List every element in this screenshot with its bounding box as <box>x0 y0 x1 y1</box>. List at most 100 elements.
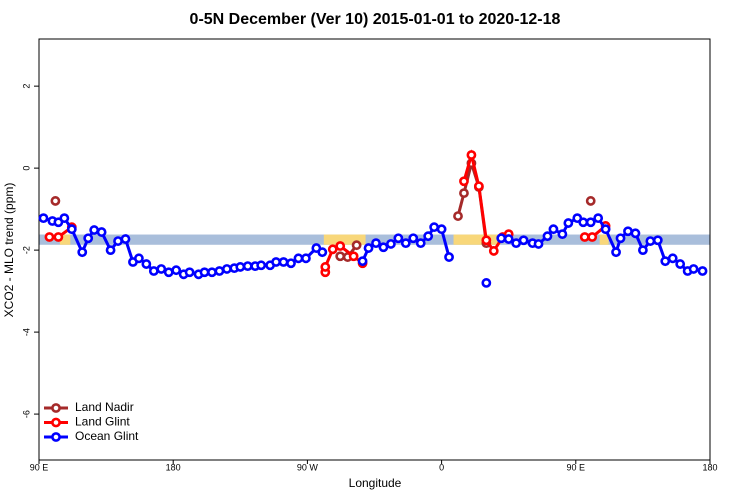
point <box>50 196 61 206</box>
point <box>271 257 281 267</box>
point <box>615 233 626 244</box>
point <box>363 243 374 253</box>
point <box>533 239 544 249</box>
point <box>317 247 328 258</box>
point <box>357 256 368 267</box>
series-line <box>49 149 607 273</box>
point <box>400 238 411 249</box>
y-tick-label: -4 <box>21 328 31 336</box>
x-axis-label: Longitude <box>349 476 402 490</box>
point <box>459 176 469 187</box>
x-tick-label: 180 <box>702 462 717 472</box>
legend-swatch <box>51 403 61 413</box>
point <box>459 188 469 199</box>
point <box>293 253 304 264</box>
y-axis-label: XCO2 - MLO trend (ppm) <box>2 183 16 318</box>
point <box>335 251 346 262</box>
legend-label: Land Nadir <box>75 400 134 414</box>
point <box>496 233 507 244</box>
point <box>488 246 499 256</box>
point <box>53 232 64 242</box>
x-tick-label: 90 W <box>297 462 319 472</box>
point <box>89 225 100 235</box>
land-span <box>453 234 500 245</box>
land-span <box>323 234 366 245</box>
point <box>503 234 514 244</box>
point <box>335 241 346 251</box>
point <box>59 213 70 224</box>
point <box>141 259 152 269</box>
point <box>286 258 296 269</box>
point <box>83 233 94 244</box>
point <box>163 267 174 278</box>
point <box>518 235 529 246</box>
point <box>660 256 671 267</box>
chart-title: 0-5N December (Ver 10) 2015-01-01 to 202… <box>190 11 561 28</box>
land-span <box>59 234 71 245</box>
point <box>415 238 426 249</box>
x-tick-label: 180 <box>166 462 181 472</box>
point <box>453 211 463 221</box>
point <box>611 247 621 258</box>
point <box>278 257 289 267</box>
x-tick-label: 90 E <box>30 462 49 472</box>
point <box>481 235 492 246</box>
y-tick-label: 2 <box>21 84 31 89</box>
legend-label: Land Glint <box>75 415 130 429</box>
legend-label: Ocean Glint <box>75 429 139 443</box>
legend-swatch <box>51 432 61 442</box>
x-tick-label: 90 E <box>567 462 586 472</box>
point <box>563 218 574 228</box>
point <box>134 253 144 264</box>
point <box>697 266 708 276</box>
point <box>481 278 492 288</box>
point <box>423 231 434 242</box>
point <box>557 229 568 240</box>
point <box>436 224 447 235</box>
point <box>320 262 331 272</box>
point <box>444 252 454 262</box>
point <box>393 233 404 244</box>
point <box>301 253 311 264</box>
point <box>371 238 381 249</box>
point <box>587 232 598 242</box>
point <box>578 217 589 228</box>
point <box>429 222 440 233</box>
point <box>630 228 641 239</box>
point <box>473 181 484 192</box>
point <box>44 232 55 242</box>
point <box>113 236 123 246</box>
point <box>214 266 225 276</box>
point <box>156 264 167 274</box>
point <box>207 267 217 278</box>
point <box>77 247 88 258</box>
point <box>199 267 210 278</box>
point <box>38 213 49 224</box>
point <box>585 196 596 206</box>
point <box>351 240 362 251</box>
point <box>675 259 686 269</box>
point <box>171 265 182 276</box>
y-tick-label: 0 <box>21 166 31 171</box>
point <box>235 262 246 272</box>
point <box>600 224 611 235</box>
point <box>688 264 699 274</box>
point <box>667 253 678 264</box>
point <box>221 264 232 274</box>
point <box>623 226 633 237</box>
point <box>652 235 663 246</box>
legend-swatch <box>51 417 61 428</box>
land-span <box>599 234 609 245</box>
point <box>378 242 389 253</box>
point <box>105 245 116 256</box>
point <box>466 150 477 160</box>
point <box>645 236 656 246</box>
point <box>242 261 253 272</box>
x-tick-label: 0 <box>439 462 444 472</box>
plot-frame <box>38 38 711 461</box>
y-tick-label: -6 <box>21 410 31 418</box>
point <box>96 227 107 237</box>
y-tick-label: -2 <box>21 246 31 254</box>
point <box>408 233 419 244</box>
